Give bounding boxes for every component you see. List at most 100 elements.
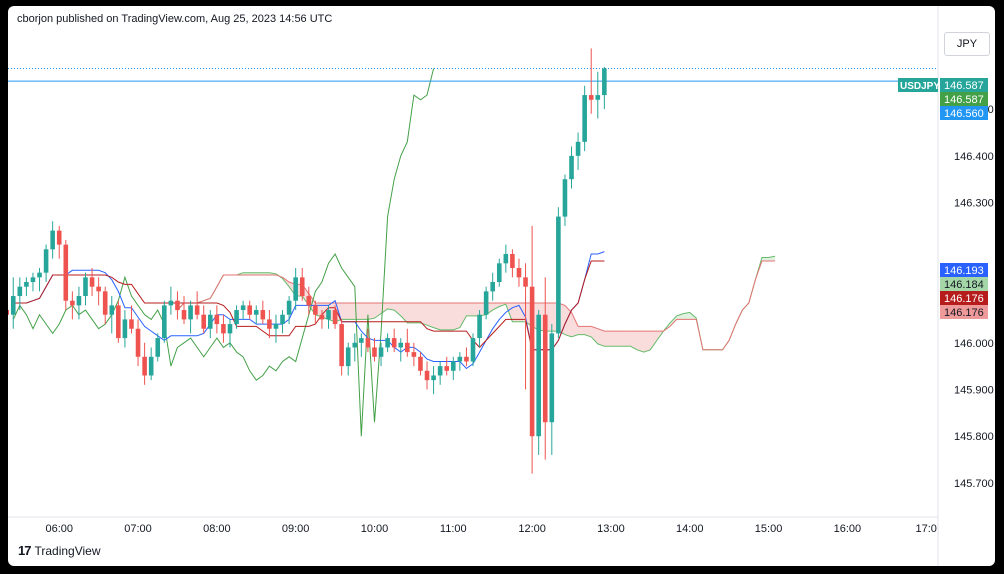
- price-chart[interactable]: 146.500146.400146.300146.000145.900145.8…: [8, 6, 995, 566]
- candle-body: [391, 338, 397, 348]
- candle-body: [536, 314, 541, 437]
- price-tag-label-span_b: 146.176: [944, 307, 984, 319]
- price-tag-label-last: 146.587: [944, 80, 984, 92]
- x-tick-label: 12:00: [518, 523, 546, 535]
- candle-body: [181, 310, 187, 320]
- candle-body: [490, 282, 495, 292]
- candle-body: [142, 356, 147, 376]
- candle-body: [162, 305, 167, 339]
- candle-body: [319, 314, 325, 320]
- candle-body: [273, 324, 279, 329]
- candle-body: [227, 324, 233, 334]
- price-tag-label-tenkan: 146.193: [944, 265, 984, 277]
- x-tick-label: 11:00: [440, 523, 467, 535]
- candle-body: [483, 291, 489, 315]
- cloud-segment: [361, 303, 368, 320]
- candle-body: [398, 342, 404, 348]
- candle-body: [529, 286, 535, 437]
- x-tick-label: 14:00: [676, 523, 704, 535]
- candle-body: [240, 305, 246, 311]
- cloud-segment: [243, 272, 250, 276]
- candle-body: [221, 324, 226, 334]
- price-tag-line: [940, 106, 988, 120]
- candle-body: [188, 305, 193, 320]
- candle-body: [260, 310, 266, 320]
- candle-body: [207, 314, 213, 329]
- candle-body: [122, 319, 128, 339]
- currency-selector[interactable]: JPY: [944, 32, 990, 56]
- cloud-segment: [676, 313, 684, 320]
- candle-body: [477, 314, 482, 339]
- price-tag-span_a: [940, 277, 988, 291]
- price-tag-chikou: [940, 92, 988, 106]
- x-tick-label: 10:00: [361, 523, 389, 535]
- candle-body: [464, 356, 469, 362]
- cloud-segment: [630, 331, 638, 350]
- candle-body: [89, 277, 95, 287]
- candle-body: [602, 68, 607, 96]
- kijun-sen-line: [13, 260, 605, 351]
- x-tick-label: 16:00: [834, 523, 862, 535]
- candle-body: [293, 277, 298, 301]
- cloud-segment: [578, 326, 585, 335]
- price-tag-tenkan: [940, 263, 988, 277]
- brand-label: TradingView: [34, 543, 101, 558]
- price-tag-label-kijun: 146.176: [944, 293, 984, 305]
- cloud-segment: [348, 303, 355, 320]
- cloud-segment: [637, 331, 644, 353]
- cloud-segment: [387, 303, 395, 311]
- candle-body: [76, 296, 82, 306]
- cloud-segment: [761, 257, 769, 261]
- cloud-segment: [367, 303, 375, 320]
- cloud-segment: [670, 315, 677, 327]
- candle-body: [50, 230, 55, 250]
- candle-body: [444, 366, 450, 371]
- cloud-segment: [472, 303, 480, 316]
- x-tick-label: 15:00: [755, 523, 783, 535]
- candle-body: [372, 347, 377, 357]
- price-tag-last: [940, 78, 988, 92]
- candle-body: [168, 300, 174, 306]
- candle-body: [405, 342, 410, 353]
- cloud-segment: [341, 303, 349, 320]
- candle-body: [332, 310, 338, 325]
- candle-body: [523, 277, 528, 287]
- cloud-segment: [262, 272, 270, 276]
- candle-body: [326, 310, 331, 320]
- candle-body: [437, 366, 443, 376]
- candle-body: [556, 216, 561, 334]
- price-tag-label-chikou: 146.587: [944, 94, 984, 106]
- cloud-segment: [407, 303, 414, 323]
- candle-body: [339, 324, 344, 367]
- cloud-segment: [420, 303, 428, 326]
- cloud-segment: [591, 326, 598, 344]
- cloud-segment: [604, 331, 611, 347]
- cloud-segment: [413, 303, 421, 323]
- candle-body: [175, 300, 180, 311]
- candle-body: [135, 328, 141, 357]
- cloud-segment: [610, 331, 618, 347]
- candle-body: [385, 338, 390, 348]
- cloud-segment: [512, 303, 519, 322]
- candle-body: [286, 300, 292, 315]
- candle-body: [378, 347, 384, 357]
- price-tag-label-line: 146.560: [944, 108, 984, 120]
- candle-body: [418, 356, 423, 371]
- cloud-segment: [440, 303, 447, 330]
- x-tick-label: 17:0: [915, 523, 936, 535]
- senkou-span-b-line: [177, 260, 776, 351]
- candle-body: [56, 230, 62, 245]
- cloud-segment: [492, 303, 500, 311]
- candle-body: [345, 347, 351, 367]
- candle-body: [116, 305, 121, 339]
- candle-body: [595, 95, 601, 100]
- candle-body: [365, 338, 371, 348]
- candle-body: [575, 141, 581, 156]
- candle-body: [109, 305, 115, 315]
- candle-body: [30, 277, 36, 283]
- candle-body: [313, 305, 318, 315]
- cloud-segment: [446, 303, 454, 330]
- candle-body: [37, 272, 42, 278]
- candle-body: [359, 338, 364, 343]
- publisher-header: cborjon published on TradingView.com, Au…: [17, 13, 333, 25]
